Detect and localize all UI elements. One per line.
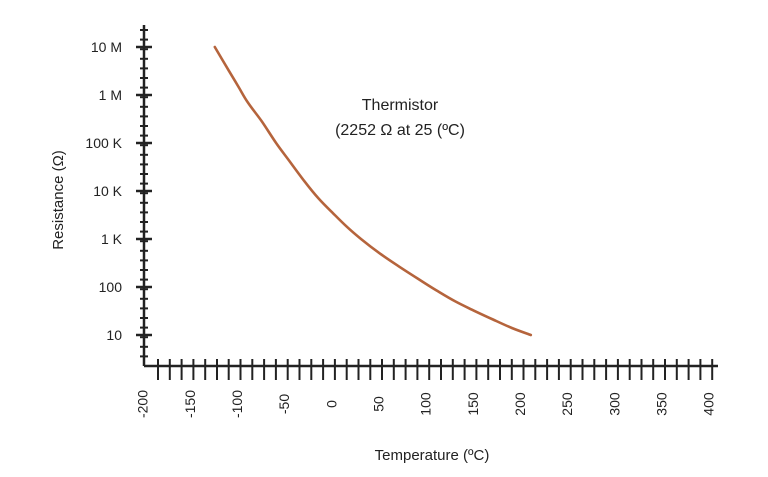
x-tick-label: 300 (606, 392, 622, 416)
x-tick-label: 400 (701, 392, 717, 416)
y-axis-ticks: 10 100 1 K 10 K 100 K 1 M 10 M (85, 29, 152, 358)
x-tick-label: -50 (276, 394, 292, 414)
axes (142, 25, 718, 368)
x-axis-ticks: -200 -150 -100 -50 0 50 100 150 200 250 300 350 400 (135, 359, 717, 418)
y-tick-label: 100 K (85, 135, 122, 151)
y-tick-label: 10 (106, 327, 122, 343)
x-tick-label: 150 (465, 392, 481, 416)
annotation-line-1: Thermistor (362, 97, 439, 114)
x-tick-label: 50 (371, 396, 387, 412)
x-tick-label: 200 (512, 392, 528, 416)
y-tick-label: 1 K (101, 231, 123, 247)
thermistor-resistance-curve (213, 45, 533, 337)
y-tick-label: 10 K (93, 183, 122, 199)
x-tick-label: -100 (229, 390, 245, 418)
x-tick-label: -200 (135, 390, 151, 418)
x-axis-title: Temperature (ºC) (375, 447, 490, 464)
y-tick-label: 10 M (91, 39, 122, 55)
x-tick-label: 0 (323, 400, 339, 408)
plot-area (213, 45, 533, 337)
x-tick-label: 350 (654, 392, 670, 416)
y-axis-title: Resistance (Ω) (50, 150, 67, 250)
x-tick-label: -150 (182, 390, 198, 418)
annotation-line-2: (2252 Ω at 25 (ºC) (335, 122, 465, 139)
x-tick-label: 100 (418, 392, 434, 416)
y-tick-label: 100 (99, 279, 123, 295)
y-tick-label: 1 M (99, 87, 122, 103)
x-tick-label: 250 (559, 392, 575, 416)
